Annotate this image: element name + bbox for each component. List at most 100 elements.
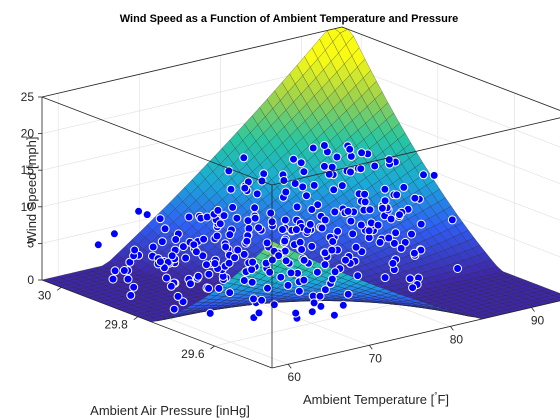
scatter-point bbox=[171, 235, 181, 244]
scatter-point bbox=[239, 276, 249, 285]
scatter-point bbox=[298, 182, 308, 192]
scatter-point bbox=[108, 274, 118, 284]
scatter-point bbox=[279, 176, 289, 185]
scatter-point bbox=[252, 189, 262, 199]
x-tick-label: 60 bbox=[288, 370, 302, 384]
scatter-point bbox=[309, 298, 319, 308]
scatter-point bbox=[257, 295, 267, 305]
scatter-point bbox=[276, 272, 286, 282]
y-tick-label: 29.8 bbox=[104, 318, 128, 332]
scatter-point bbox=[305, 219, 315, 229]
scatter-point bbox=[244, 224, 254, 233]
scatter-point bbox=[269, 300, 279, 310]
scatter-point bbox=[320, 215, 330, 225]
scatter-point bbox=[346, 167, 355, 177]
scatter-point bbox=[110, 266, 120, 276]
scatter-point bbox=[289, 154, 298, 164]
scatter-point bbox=[292, 202, 302, 212]
scatter-point bbox=[239, 153, 249, 163]
scatter-point bbox=[447, 215, 457, 225]
scatter-point bbox=[341, 255, 350, 265]
scatter-point bbox=[109, 229, 119, 239]
scatter-point bbox=[291, 308, 301, 318]
scatter-point bbox=[330, 267, 340, 277]
scatter-point bbox=[330, 207, 340, 217]
x-tick-mark bbox=[287, 363, 292, 369]
scatter-point bbox=[178, 297, 188, 307]
scatter-point bbox=[327, 245, 337, 255]
scatter-point bbox=[299, 275, 309, 285]
x-tick-mark bbox=[531, 307, 535, 312]
scatter-point bbox=[181, 253, 191, 263]
scatter-point bbox=[419, 170, 428, 180]
scatter-point bbox=[204, 269, 214, 279]
scatter-point bbox=[320, 260, 330, 270]
scatter-point bbox=[233, 245, 243, 255]
scatter-point bbox=[280, 236, 290, 246]
scatter-point bbox=[291, 225, 301, 235]
scatter-point bbox=[225, 288, 235, 298]
scatter-point bbox=[370, 161, 380, 171]
y-tick-label: 30 bbox=[38, 288, 52, 302]
x-axis-line bbox=[271, 300, 560, 369]
scatter-point bbox=[389, 238, 399, 248]
scatter-point bbox=[299, 167, 309, 177]
y-tick-mark bbox=[56, 286, 62, 291]
scatter-point bbox=[198, 251, 208, 261]
scatter-point bbox=[328, 237, 338, 246]
scatter-point bbox=[408, 283, 418, 293]
scatter-point bbox=[400, 237, 410, 247]
scatter-point bbox=[219, 211, 229, 221]
scatter-point bbox=[169, 304, 179, 314]
scatter-point bbox=[142, 210, 152, 220]
scatter-point bbox=[364, 226, 374, 236]
scatter-point bbox=[313, 200, 323, 210]
scatter-point bbox=[123, 274, 133, 284]
y-tick-mark bbox=[210, 345, 215, 350]
scatter-point bbox=[215, 219, 225, 229]
x-axis-label: Ambient Temperature [°F] bbox=[303, 391, 449, 407]
scatter-point bbox=[384, 233, 394, 243]
scatter-point bbox=[407, 229, 416, 239]
axes-box-front bbox=[41, 26, 560, 369]
scatter-point bbox=[173, 291, 183, 301]
scatter-point bbox=[254, 308, 264, 318]
scatter-point bbox=[250, 203, 260, 213]
scatter-point bbox=[265, 267, 275, 277]
scatter-point bbox=[283, 280, 293, 290]
scatter-point bbox=[184, 212, 194, 222]
scatter-point bbox=[337, 181, 347, 191]
scatter-point bbox=[239, 249, 249, 259]
scatter-point bbox=[294, 286, 304, 296]
scatter-point bbox=[280, 215, 290, 225]
x-tick-label: 90 bbox=[531, 314, 545, 328]
scatter-point bbox=[395, 210, 404, 220]
scatter-point bbox=[274, 251, 284, 261]
scatter-point bbox=[392, 190, 402, 200]
scatter-point bbox=[266, 208, 276, 218]
y-axis-line bbox=[41, 279, 273, 369]
scatter-point bbox=[356, 164, 366, 174]
x-tick-label: 80 bbox=[450, 332, 464, 346]
scatter-point bbox=[399, 182, 409, 192]
y-tick-label: 29.6 bbox=[181, 347, 205, 361]
scatter-point bbox=[210, 259, 220, 268]
scatter-point bbox=[232, 213, 242, 223]
scatter-point bbox=[247, 265, 257, 275]
scatter-point bbox=[356, 220, 366, 230]
chart-title: Wind Speed as a Function of Ambient Temp… bbox=[120, 13, 459, 25]
box-edge-top-back bbox=[41, 26, 343, 98]
scatter-point bbox=[167, 251, 177, 261]
scatter-point bbox=[130, 245, 140, 255]
scatter-point bbox=[281, 256, 291, 266]
scatter-point bbox=[338, 300, 348, 310]
scatter-point bbox=[388, 258, 398, 268]
scatter-point bbox=[348, 229, 358, 239]
scatter-point bbox=[429, 170, 439, 180]
scatter-point bbox=[373, 220, 383, 230]
scatter-point bbox=[410, 193, 420, 203]
scatter-point bbox=[380, 196, 390, 206]
scatter-point bbox=[281, 187, 291, 197]
scatter-point bbox=[297, 245, 307, 254]
